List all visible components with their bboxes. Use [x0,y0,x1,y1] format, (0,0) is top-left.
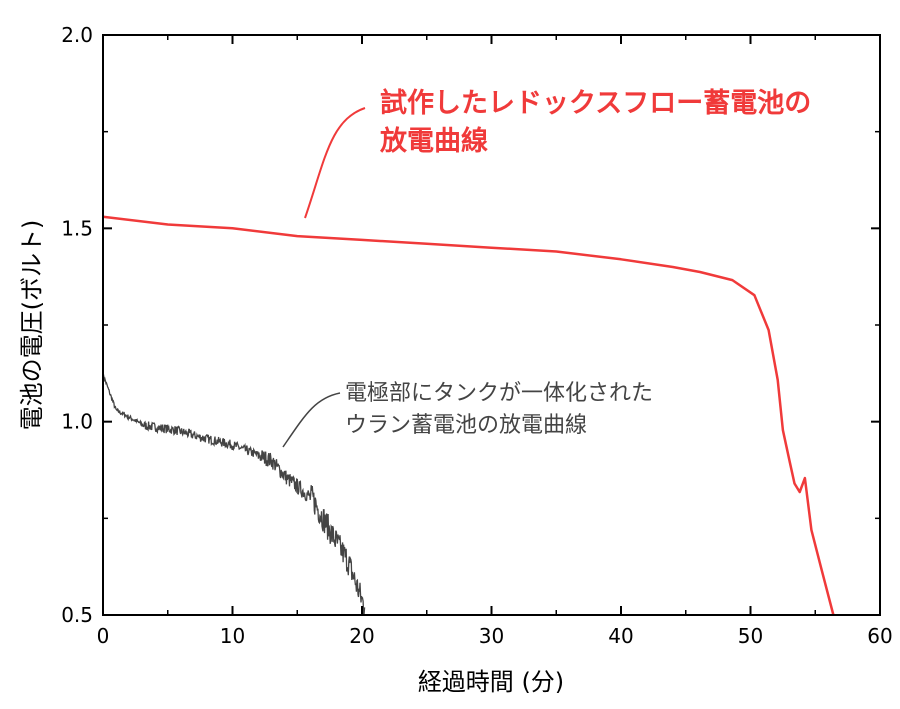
gray-leader-line [282,392,341,448]
x-tick-label: 20 [349,624,374,648]
y-axis-label: 電池の電圧(ボルト) [18,220,46,431]
gray-annotation-line-2: ウラン蓄電池の放電曲線 [345,413,587,438]
x-tick-label: 10 [220,624,245,648]
x-axis-label: 経過時間 (分) [418,668,564,696]
red-annotation-line-2: 放電曲線 [379,125,488,157]
series-gray-line [102,374,366,615]
y-tick-label: 1.5 [61,216,93,240]
red-annotation-line-1: 試作したレドックスフロー蓄電池の [380,87,811,119]
series-red-line [102,215,835,616]
x-tick-label: 50 [738,624,763,648]
x-tick-label: 40 [608,624,633,648]
gray-annotation-line-1: 電極部にタンクが一体化された [345,381,653,406]
y-tick-label: 0.5 [61,603,93,627]
y-tick-label: 1.0 [61,410,93,434]
red-leader-line [304,107,366,219]
x-tick-label: 30 [479,624,504,648]
y-tick-label: 2.0 [61,23,93,47]
x-tick-label: 60 [867,624,892,648]
plot-frame [102,34,881,616]
x-tick-label: 0 [97,624,110,648]
